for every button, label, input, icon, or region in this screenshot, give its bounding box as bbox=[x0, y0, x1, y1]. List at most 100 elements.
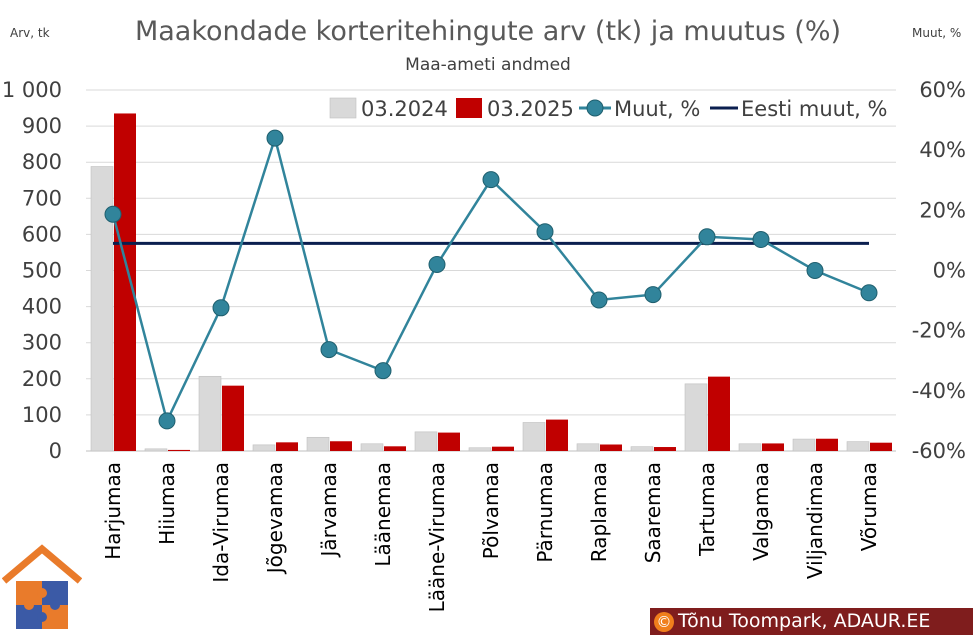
credit-badge: © Tõnu Toompark, ADAUR.EE bbox=[650, 608, 973, 635]
right-tick-label: -60% bbox=[912, 439, 966, 463]
change-marker bbox=[104, 205, 122, 223]
category-label: Läänemaa bbox=[371, 462, 395, 567]
chart-title: Maakondade korteritehingute arv (tk) ja … bbox=[135, 16, 841, 47]
change-marker bbox=[590, 291, 608, 309]
bar-03.2024 bbox=[468, 447, 492, 452]
bar-03.2025 bbox=[330, 441, 352, 451]
change-marker bbox=[320, 341, 338, 359]
change-marker bbox=[212, 299, 230, 317]
bar-03.2024 bbox=[792, 438, 816, 452]
bars bbox=[90, 113, 892, 452]
category-label: Võrumaa bbox=[857, 462, 881, 551]
category-label: Tartumaa bbox=[695, 462, 719, 557]
bar-03.2024 bbox=[684, 383, 708, 452]
category-label: Valgamaa bbox=[749, 462, 773, 561]
right-tick-label: -40% bbox=[912, 379, 966, 403]
left-tick-label: 200 bbox=[22, 367, 62, 391]
legend-label-03-2024: 03.2024 bbox=[361, 97, 448, 121]
category-label: Pärnumaa bbox=[533, 462, 557, 563]
change-marker bbox=[158, 412, 176, 430]
bar-03.2025 bbox=[384, 446, 406, 451]
bar-03.2025 bbox=[276, 442, 298, 451]
right-tick-label: 20% bbox=[919, 198, 966, 222]
bar-03.2025 bbox=[600, 444, 622, 451]
category-labels: Harjumaa Hiiumaa Ida-Virumaa Jõgevamaa Järva… bbox=[101, 462, 881, 612]
right-tick-label: 60% bbox=[919, 78, 966, 102]
category-label: Ida-Virumaa bbox=[209, 462, 233, 583]
copyright-icon: © bbox=[654, 611, 674, 632]
chart-subtitle: Maa-ameti andmed bbox=[405, 55, 571, 75]
bar-03.2025 bbox=[168, 449, 190, 451]
bar-03.2024 bbox=[252, 444, 276, 452]
legend-label-change: Muut, % bbox=[614, 97, 700, 121]
category-label: Viljandimaa bbox=[803, 462, 827, 579]
category-label: Järvamaa bbox=[317, 462, 341, 558]
bar-03.2025 bbox=[870, 442, 892, 451]
change-marker bbox=[698, 228, 716, 246]
left-tick-label: 800 bbox=[22, 150, 62, 174]
legend-label-national-change: Eesti muut, % bbox=[741, 97, 888, 121]
category-label: Raplamaa bbox=[587, 462, 611, 562]
credit-text: Tõnu Toompark, ADAUR.EE bbox=[678, 610, 931, 632]
bar-03.2024 bbox=[630, 446, 654, 452]
change-marker bbox=[374, 362, 392, 380]
left-tick-label: 400 bbox=[22, 295, 62, 319]
category-label: Saaremaa bbox=[641, 462, 665, 563]
left-tick-label: 1 000 bbox=[2, 78, 62, 102]
category-label: Hiiumaa bbox=[155, 462, 179, 545]
right-tick-label: 40% bbox=[919, 138, 966, 162]
right-tick-label: -20% bbox=[912, 319, 966, 343]
bar-03.2025 bbox=[546, 419, 568, 451]
logo-puzzle-house-icon bbox=[2, 544, 82, 629]
bar-03.2024 bbox=[576, 443, 600, 452]
left-tick-label: 300 bbox=[22, 331, 62, 355]
bar-03.2025 bbox=[438, 432, 460, 451]
bar-03.2025 bbox=[114, 113, 136, 451]
left-tick-label: 900 bbox=[22, 114, 62, 138]
bar-03.2025 bbox=[222, 385, 244, 451]
change-marker bbox=[536, 223, 554, 241]
bar-03.2024 bbox=[90, 166, 114, 452]
left-axis-ticks: 0 100 200 300 400 500 600 700 800 900 1 000 bbox=[2, 78, 62, 463]
bar-03.2024 bbox=[414, 431, 438, 452]
legend-swatch-03-2024 bbox=[329, 97, 357, 119]
category-label: Jõgevamaa bbox=[263, 462, 287, 575]
right-axis-unit: Muut, % bbox=[912, 26, 961, 40]
change-marker bbox=[644, 286, 662, 304]
right-axis-ticks: -60% -40% -20% 0% 20% 40% 60% bbox=[912, 78, 966, 463]
bar-03.2024 bbox=[306, 436, 330, 452]
category-label: Lääne-Virumaa bbox=[425, 462, 449, 612]
change-marker bbox=[752, 231, 770, 249]
left-tick-label: 600 bbox=[22, 222, 62, 246]
bar-03.2025 bbox=[762, 443, 784, 451]
bar-03.2024 bbox=[144, 448, 168, 452]
bar-03.2024 bbox=[522, 422, 546, 452]
legend-label-03-2025: 03.2025 bbox=[487, 97, 574, 121]
legend: 03.2024 03.2025 Muut, % Eesti muut, % bbox=[329, 97, 888, 121]
change-marker bbox=[266, 129, 284, 147]
left-axis-unit: Arv, tk bbox=[10, 26, 50, 40]
legend-swatch-03-2025 bbox=[456, 98, 482, 118]
left-tick-label: 700 bbox=[22, 186, 62, 210]
left-tick-label: 100 bbox=[22, 403, 62, 427]
category-label: Põlvamaa bbox=[479, 462, 503, 559]
bar-03.2025 bbox=[492, 446, 514, 451]
left-tick-label: 0 bbox=[49, 439, 62, 463]
bar-03.2024 bbox=[738, 443, 762, 452]
bar-03.2025 bbox=[816, 438, 838, 451]
bar-03.2024 bbox=[198, 375, 222, 452]
change-marker bbox=[428, 255, 446, 273]
category-label: Harjumaa bbox=[101, 462, 125, 560]
lines bbox=[104, 129, 878, 430]
bar-03.2024 bbox=[846, 441, 870, 452]
left-tick-label: 500 bbox=[22, 259, 62, 283]
change-marker bbox=[860, 284, 878, 302]
bar-03.2025 bbox=[708, 376, 730, 451]
right-tick-label: 0% bbox=[933, 259, 966, 283]
change-marker bbox=[806, 262, 824, 279]
bar-03.2024 bbox=[360, 443, 384, 452]
bar-03.2025 bbox=[654, 447, 676, 451]
legend-swatch-change-marker bbox=[586, 99, 604, 117]
change-marker bbox=[482, 171, 500, 189]
